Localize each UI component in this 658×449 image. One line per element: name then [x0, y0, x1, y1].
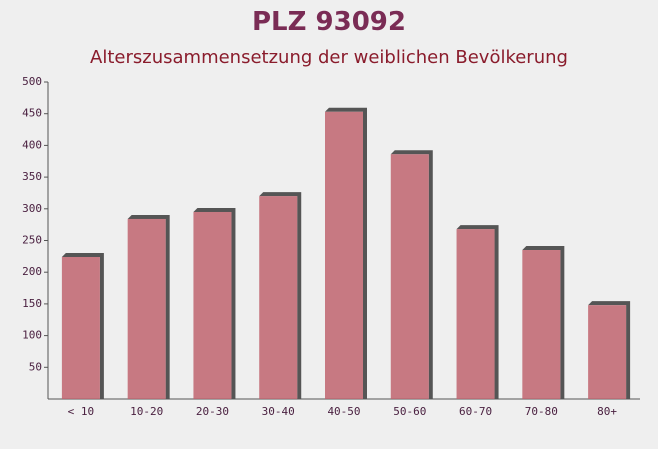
x-tick-label: 10-20	[130, 405, 163, 418]
x-tick-label: 60-70	[459, 405, 492, 418]
y-tick-label: 100	[22, 329, 42, 342]
chart-title: PLZ 93092	[252, 7, 406, 37]
y-tick-label: 350	[22, 170, 42, 183]
y-tick-label: 50	[29, 360, 42, 373]
bar	[522, 250, 561, 399]
bar	[193, 211, 232, 399]
y-tick-label: 200	[22, 265, 42, 278]
y-tick-label: 500	[22, 75, 42, 88]
chart-subtitle: Alterszusammensetzung der weiblichen Bev…	[90, 47, 568, 68]
bar	[127, 218, 166, 399]
y-tick-label: 250	[22, 234, 42, 247]
y-tick-label: 450	[22, 107, 42, 120]
x-tick-label: < 10	[68, 405, 95, 418]
x-tick-label: 70-80	[525, 405, 558, 418]
x-tick-label: 80+	[597, 405, 617, 418]
bar	[390, 154, 429, 399]
bar	[456, 229, 495, 399]
x-tick-label: 30-40	[262, 405, 295, 418]
x-tick-label: 50-60	[393, 405, 426, 418]
bar	[325, 111, 363, 399]
bar	[588, 305, 627, 399]
y-tick-label: 400	[22, 138, 42, 151]
bar	[259, 196, 298, 399]
bar	[61, 256, 100, 399]
x-tick-label: 40-50	[327, 405, 360, 418]
y-tick-label: 300	[22, 202, 42, 215]
x-tick-label: 20-30	[196, 405, 229, 418]
y-tick-label: 150	[22, 297, 42, 310]
